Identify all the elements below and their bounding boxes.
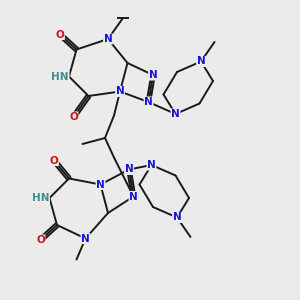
- Text: N: N: [196, 56, 206, 67]
- Text: O: O: [50, 155, 58, 166]
- Text: O: O: [36, 235, 45, 245]
- Text: HN: HN: [32, 193, 50, 203]
- Text: HN: HN: [52, 71, 69, 82]
- Text: N: N: [103, 34, 112, 44]
- Text: N: N: [81, 233, 90, 244]
- Text: N: N: [148, 70, 158, 80]
- Text: N: N: [129, 191, 138, 202]
- Text: N: N: [116, 86, 124, 97]
- Text: O: O: [69, 112, 78, 122]
- Text: N: N: [96, 179, 105, 190]
- Text: N: N: [144, 97, 153, 107]
- Text: O: O: [56, 29, 64, 40]
- Text: N: N: [171, 109, 180, 119]
- Text: N: N: [172, 212, 182, 223]
- Text: N: N: [147, 160, 156, 170]
- Text: N: N: [124, 164, 134, 175]
